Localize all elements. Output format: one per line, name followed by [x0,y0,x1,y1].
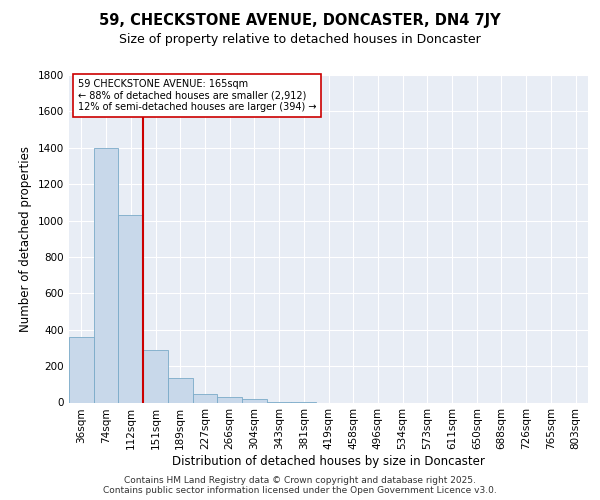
Text: Contains HM Land Registry data © Crown copyright and database right 2025.
Contai: Contains HM Land Registry data © Crown c… [103,476,497,495]
Bar [242,399,267,402]
Bar [217,397,242,402]
Bar [94,148,118,403]
Bar [193,394,217,402]
Text: Size of property relative to detached houses in Doncaster: Size of property relative to detached ho… [119,32,481,46]
Text: 59, CHECKSTONE AVENUE, DONCASTER, DN4 7JY: 59, CHECKSTONE AVENUE, DONCASTER, DN4 7J… [99,12,501,28]
Bar [143,350,168,403]
Bar [118,215,143,402]
Y-axis label: Number of detached properties: Number of detached properties [19,146,32,332]
X-axis label: Distribution of detached houses by size in Doncaster: Distribution of detached houses by size … [172,455,485,468]
Text: 59 CHECKSTONE AVENUE: 165sqm
← 88% of detached houses are smaller (2,912)
12% of: 59 CHECKSTONE AVENUE: 165sqm ← 88% of de… [77,78,316,112]
Bar [69,337,94,402]
Bar [168,378,193,402]
